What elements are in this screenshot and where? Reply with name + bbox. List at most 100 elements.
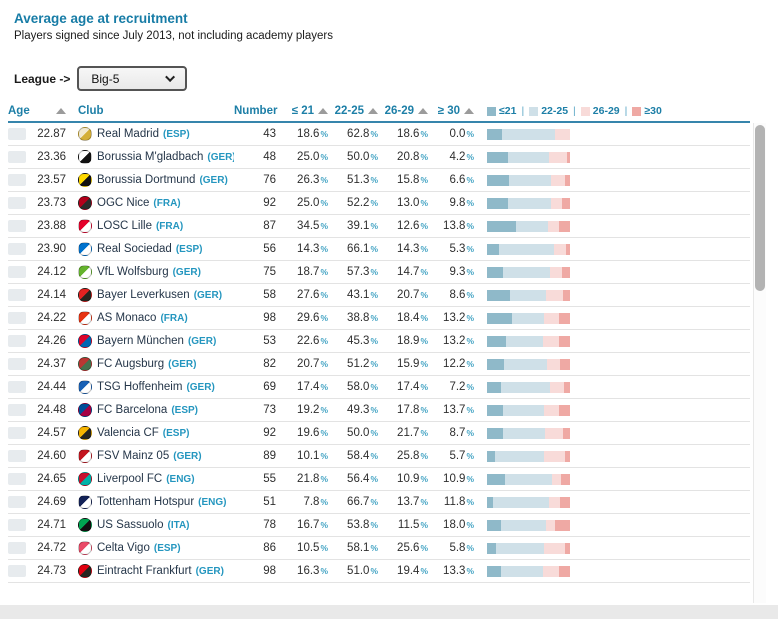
club-name-link[interactable]: LOSC Lille xyxy=(97,220,152,232)
table-row[interactable]: 23.90 Real Sociedad (ESP) 56 14.3% 66.1%… xyxy=(8,238,750,261)
club-name-link[interactable]: Bayern München xyxy=(97,335,184,347)
sort-asc-icon[interactable] xyxy=(56,108,66,114)
column-header-club[interactable]: Club xyxy=(78,105,234,117)
column-header-le21[interactable]: ≤ 21 xyxy=(276,105,328,117)
pct-22-25: 56.4% xyxy=(347,473,378,485)
table-row[interactable]: 24.72 Celta Vigo (ESP) 86 10.5% 58.1% 25… xyxy=(8,537,750,560)
country-code: (GER) xyxy=(173,450,202,462)
club-name-link[interactable]: Bayer Leverkusen xyxy=(97,289,190,301)
club-name-link[interactable]: Real Madrid xyxy=(97,128,159,140)
column-header-26-29[interactable]: 26-29 xyxy=(378,105,428,117)
scrollbar-track[interactable] xyxy=(753,123,766,603)
age-cell: 24.22 xyxy=(8,312,66,324)
club-name-link[interactable]: Celta Vigo xyxy=(97,542,150,554)
bar-segment-le21 xyxy=(487,427,504,439)
bar-segment-le21 xyxy=(487,312,512,324)
club-name-link[interactable]: Borussia M'gladbach xyxy=(97,151,204,163)
club-name-link[interactable]: VfL Wolfsburg xyxy=(97,266,169,278)
table-row[interactable]: 24.57 Valencia CF (ESP) 92 19.6% 50.0% 2… xyxy=(8,422,750,445)
pct-22-25: 51.2% xyxy=(347,358,378,370)
club-name-link[interactable]: US Sassuolo xyxy=(97,519,164,531)
country-code: (ESP) xyxy=(153,542,181,554)
age-distribution-bar xyxy=(487,427,570,439)
table-row[interactable]: 24.48 FC Barcelona (ESP) 73 19.2% 49.3% … xyxy=(8,399,750,422)
bar-segment-26-29 xyxy=(543,542,566,554)
club-name-link[interactable]: Eintracht Frankfurt xyxy=(97,565,192,577)
table-row[interactable]: 24.44 TSG Hoffenheim (GER) 69 17.4% 58.0… xyxy=(8,376,750,399)
table-row[interactable]: 24.14 Bayer Leverkusen (GER) 58 27.6% 43… xyxy=(8,284,750,307)
club-cell: Liverpool FC (ENG) xyxy=(78,472,234,486)
pct-26-29: 21.7% xyxy=(397,427,428,439)
column-header-age[interactable]: Age xyxy=(8,105,66,117)
column-header-ge30[interactable]: ≥ 30 xyxy=(428,105,474,117)
sort-asc-icon[interactable] xyxy=(368,108,378,114)
club-name-link[interactable]: OGC Nice xyxy=(97,197,150,209)
pct-le21: 20.7% xyxy=(297,358,328,370)
bar-segment-ge30 xyxy=(562,289,570,301)
club-name-link[interactable]: Real Sociedad xyxy=(97,243,172,255)
club-name-link[interactable]: TSG Hoffenheim xyxy=(97,381,183,393)
bar-segment-26-29 xyxy=(550,266,563,278)
sort-asc-icon[interactable] xyxy=(318,108,328,114)
table-row[interactable]: 23.73 OGC Nice (FRA) 92 25.0% 52.2% 13.0… xyxy=(8,192,750,215)
club-cell: Bayern München (GER) xyxy=(78,334,234,348)
legend-label: ≥30 xyxy=(644,105,662,117)
club-crest-icon xyxy=(78,196,92,210)
table-row[interactable]: 23.57 Borussia Dortmund (GER) 76 26.3% 5… xyxy=(8,169,750,192)
scrollbar-thumb[interactable] xyxy=(755,125,765,291)
age-distribution-bar xyxy=(487,289,570,301)
age-value: 24.60 xyxy=(37,450,66,462)
club-name-link[interactable]: FC Augsburg xyxy=(97,358,165,370)
bar-cell xyxy=(487,358,737,370)
club-crest-icon xyxy=(78,541,92,555)
table-row[interactable]: 24.26 Bayern München (GER) 53 22.6% 45.3… xyxy=(8,330,750,353)
club-name-link[interactable]: Liverpool FC xyxy=(97,473,163,485)
table-row[interactable]: 24.73 Eintracht Frankfurt (GER) 98 16.3%… xyxy=(8,560,750,583)
bar-segment-22-25 xyxy=(508,174,552,186)
country-code: (ENG) xyxy=(166,473,195,485)
bar-segment-le21 xyxy=(487,404,503,416)
club-name-link[interactable]: FC Barcelona xyxy=(97,404,168,416)
rank-placeholder-icon xyxy=(8,450,26,462)
pct-26-29: 11.5% xyxy=(397,519,428,531)
pct-ge30: 13.3% xyxy=(443,565,474,577)
age-value: 24.65 xyxy=(37,473,66,485)
sort-asc-icon[interactable] xyxy=(418,108,428,114)
bar-segment-26-29 xyxy=(553,243,566,255)
table-row[interactable]: 22.87 Real Madrid (ESP) 43 18.6% 62.8% 1… xyxy=(8,123,750,146)
legend-label: ≤21 xyxy=(499,105,517,117)
table-row[interactable]: 23.36 Borussia M'gladbach (GER) 48 25.0%… xyxy=(8,146,750,169)
table-row[interactable]: 24.22 AS Monaco (FRA) 98 29.6% 38.8% 18.… xyxy=(8,307,750,330)
club-name-link[interactable]: Borussia Dortmund xyxy=(97,174,196,186)
pct-26-29: 13.7% xyxy=(397,496,428,508)
league-select[interactable]: Big-5 xyxy=(77,66,188,91)
table-row[interactable]: 24.71 US Sassuolo (ITA) 78 16.7% 53.8% 1… xyxy=(8,514,750,537)
club-name-link[interactable]: Tottenham Hotspur xyxy=(97,496,195,508)
sort-asc-icon[interactable] xyxy=(464,108,474,114)
club-crest-icon xyxy=(78,472,92,486)
bar-segment-le21 xyxy=(487,220,516,232)
club-name-link[interactable]: Valencia CF xyxy=(97,427,159,439)
club-name-link[interactable]: FSV Mainz 05 xyxy=(97,450,170,462)
table-row[interactable]: 24.12 VfL Wolfsburg (GER) 75 18.7% 57.3%… xyxy=(8,261,750,284)
bar-segment-22-25 xyxy=(515,220,549,232)
column-header-22-25[interactable]: 22-25 xyxy=(328,105,378,117)
bar-segment-22-25 xyxy=(503,427,545,439)
column-header-number[interactable]: Number xyxy=(234,105,277,117)
club-name-link[interactable]: AS Monaco xyxy=(97,312,157,324)
table-row[interactable]: 24.65 Liverpool FC (ENG) 55 21.8% 56.4% … xyxy=(8,468,750,491)
club-cell: FC Augsburg (GER) xyxy=(78,357,234,371)
page-title: Average age at recruitment xyxy=(14,11,188,26)
table-row[interactable]: 24.37 FC Augsburg (GER) 82 20.7% 51.2% 1… xyxy=(8,353,750,376)
age-value: 24.69 xyxy=(37,496,66,508)
table-row[interactable]: 23.88 LOSC Lille (FRA) 87 34.5% 39.1% 12… xyxy=(8,215,750,238)
pct-ge30: 18.0% xyxy=(443,519,474,531)
table-row[interactable]: 24.69 Tottenham Hotspur (ENG) 51 7.8% 66… xyxy=(8,491,750,514)
bar-segment-ge30 xyxy=(565,542,570,554)
club-cell: Valencia CF (ESP) xyxy=(78,426,234,440)
table-row[interactable]: 24.60 FSV Mainz 05 (GER) 89 10.1% 58.4% … xyxy=(8,445,750,468)
league-filter-label: League -> xyxy=(14,71,71,86)
pct-ge30: 8.6% xyxy=(449,289,474,301)
club-crest-icon xyxy=(78,564,92,578)
club-cell: AS Monaco (FRA) xyxy=(78,311,234,325)
